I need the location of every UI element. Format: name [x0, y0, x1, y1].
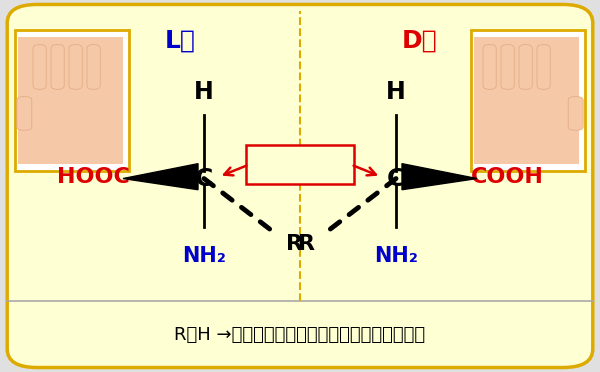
- Text: R：H →　グリシン（光学異性体は存在しない）: R：H → グリシン（光学異性体は存在しない）: [175, 326, 425, 344]
- FancyBboxPatch shape: [246, 145, 354, 184]
- Text: L体: L体: [164, 29, 196, 53]
- FancyBboxPatch shape: [471, 30, 585, 171]
- Text: H: H: [194, 80, 214, 104]
- FancyBboxPatch shape: [519, 45, 532, 89]
- FancyBboxPatch shape: [18, 37, 123, 164]
- Text: HOOC: HOOC: [56, 167, 130, 187]
- Text: C: C: [195, 167, 213, 190]
- FancyBboxPatch shape: [568, 97, 583, 130]
- Text: R: R: [298, 234, 314, 254]
- Text: H: H: [386, 80, 406, 104]
- FancyBboxPatch shape: [33, 45, 46, 89]
- FancyBboxPatch shape: [7, 4, 593, 368]
- FancyBboxPatch shape: [17, 97, 32, 130]
- FancyBboxPatch shape: [15, 30, 129, 171]
- FancyBboxPatch shape: [87, 45, 100, 89]
- Text: C: C: [387, 167, 405, 190]
- FancyBboxPatch shape: [51, 45, 64, 89]
- FancyBboxPatch shape: [474, 37, 579, 164]
- Polygon shape: [123, 164, 198, 190]
- Text: D体: D体: [402, 29, 438, 53]
- Text: NH₂: NH₂: [374, 246, 418, 266]
- Polygon shape: [402, 164, 477, 190]
- Text: COOH: COOH: [470, 167, 544, 187]
- FancyBboxPatch shape: [537, 45, 550, 89]
- Text: R: R: [286, 234, 302, 254]
- FancyBboxPatch shape: [483, 45, 496, 89]
- FancyBboxPatch shape: [69, 45, 82, 89]
- FancyBboxPatch shape: [501, 45, 514, 89]
- Text: NH₂: NH₂: [182, 246, 226, 266]
- Text: α-炭素: α-炭素: [283, 157, 317, 172]
